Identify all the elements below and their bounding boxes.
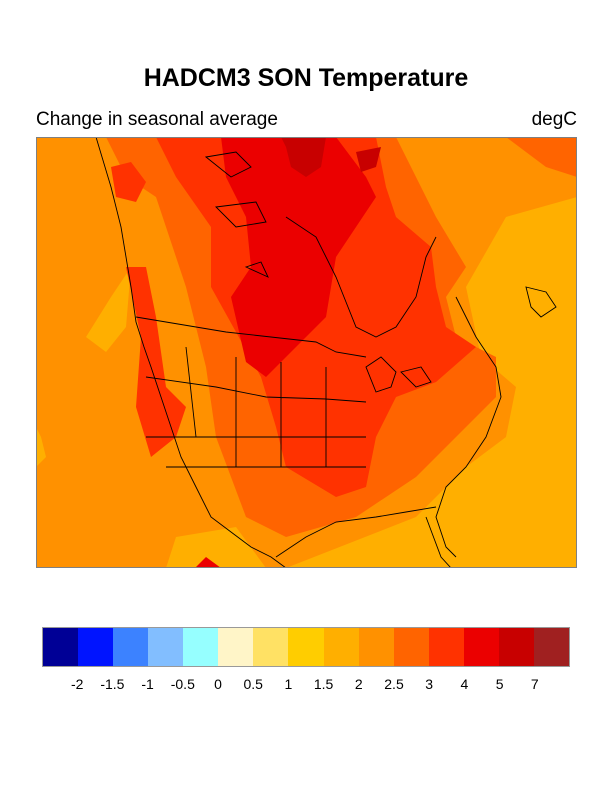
colorbar-label: 0.5 <box>243 676 263 692</box>
newfoundland <box>525 286 557 318</box>
contour-4 <box>221 137 376 377</box>
colorbar-box <box>498 628 534 666</box>
pacific-coast <box>95 137 287 568</box>
subtitle-left: Change in seasonal average <box>36 109 278 130</box>
arctic-islands <box>204 151 269 278</box>
colorbar <box>42 627 570 667</box>
colorbar-box <box>78 628 114 666</box>
atlantic-coast <box>435 296 502 558</box>
contour-4-gulf <box>196 557 221 568</box>
map-frame <box>36 137 577 568</box>
colorbar-label: -1.5 <box>100 676 125 692</box>
colorbar-box <box>463 628 499 666</box>
contour-2-0-pacific-b <box>86 267 131 352</box>
units-label: degC <box>531 109 577 130</box>
colorbar-box <box>148 628 184 666</box>
florida <box>425 516 452 568</box>
colorbar-box <box>288 628 324 666</box>
great-lakes <box>365 356 432 393</box>
gulf-coast <box>275 506 437 558</box>
coastlines <box>95 137 557 568</box>
colorbar-label: -1 <box>141 676 154 692</box>
colorbar-label: 1 <box>284 676 293 692</box>
colorbar-box <box>358 628 394 666</box>
colorbar-label: 0 <box>214 676 222 692</box>
contour-2-0-baja <box>166 527 266 568</box>
hudson-bay <box>285 216 437 338</box>
colorbar-box <box>428 628 464 666</box>
colorbar-box <box>113 628 149 666</box>
us-canada-border <box>135 316 367 358</box>
us-states <box>145 346 367 468</box>
contour-2-5-east <box>506 137 577 177</box>
chart-title: HADCM3 SON Temperature <box>143 64 469 92</box>
colorbar-label: -2 <box>70 676 84 692</box>
contour-5 <box>281 137 326 177</box>
colorbar-label: 1.5 <box>313 676 334 692</box>
contour-5-b <box>356 147 381 172</box>
contour-3-gulf <box>126 267 186 457</box>
colorbar-label: 2 <box>354 676 363 692</box>
contour-2-0-east <box>286 197 577 568</box>
colorbar-labels: -2 -1.5 -1 -0.5 0 0.5 1 1.5 2 2.5 3 4 5 7 <box>42 676 570 696</box>
colorbar-label: 2.5 <box>384 676 404 692</box>
colorbar-label: -0.5 <box>170 676 195 692</box>
colorbar-label: 4 <box>460 676 469 692</box>
colorbar-box <box>323 628 359 666</box>
colorbar-box <box>218 628 254 666</box>
contour-2-0-pacific <box>36 427 46 467</box>
colorbar-box <box>393 628 429 666</box>
colorbar-box <box>183 628 219 666</box>
temperature-map <box>36 137 577 568</box>
colorbar-label: 7 <box>530 676 539 692</box>
colorbar-box <box>253 628 289 666</box>
contour-3-nw <box>111 162 146 202</box>
colorbar-box <box>533 628 569 666</box>
colorbar-label: 5 <box>495 676 504 692</box>
colorbar-box <box>43 628 79 666</box>
colorbar-label: 3 <box>425 676 434 692</box>
